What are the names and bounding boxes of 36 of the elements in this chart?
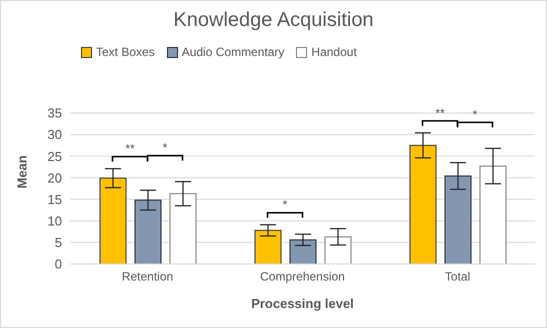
bar xyxy=(100,178,126,264)
annotation: ** xyxy=(435,106,445,120)
y-axis-title: Mean xyxy=(14,155,30,188)
bar xyxy=(254,230,282,264)
significance-bracket: * xyxy=(266,198,304,218)
y-tick-label: 15 xyxy=(48,192,62,207)
legend-label: Audio Commentary xyxy=(180,45,284,59)
y-tick-label: 30 xyxy=(48,127,62,142)
significance-bracket: * xyxy=(146,140,184,161)
annotation: * xyxy=(162,140,168,155)
bar xyxy=(170,193,196,264)
x-axis-title: Processing level xyxy=(251,296,354,311)
bar xyxy=(410,144,436,264)
y-tick-label: 5 xyxy=(54,235,62,250)
x-tick-label: Comprehension xyxy=(260,270,345,284)
annotation: * xyxy=(282,198,288,212)
x-tick-label: Retention xyxy=(122,270,174,284)
y-tick-label: 20 xyxy=(48,170,62,186)
y-tick-label: 10 xyxy=(48,213,62,228)
bar xyxy=(290,239,316,264)
legend-label: Handout xyxy=(310,45,357,59)
bar xyxy=(444,175,472,264)
bar xyxy=(134,200,162,264)
x-tick-label: Total xyxy=(444,270,470,284)
bar xyxy=(324,236,352,264)
annotation: ** xyxy=(125,142,135,156)
y-tick-label: 0 xyxy=(54,256,62,272)
legend-label: Text Boxes xyxy=(95,45,155,59)
significance-bracket: ** xyxy=(422,106,458,126)
significance-bracket: ** xyxy=(112,142,148,162)
bar xyxy=(480,166,506,264)
y-tick-label: 35 xyxy=(48,106,62,121)
annotation: * xyxy=(472,107,478,122)
chart-title: Knowledge Acquisition xyxy=(172,9,375,32)
y-tick-label: 25 xyxy=(48,148,62,164)
significance-bracket: * xyxy=(456,107,494,128)
